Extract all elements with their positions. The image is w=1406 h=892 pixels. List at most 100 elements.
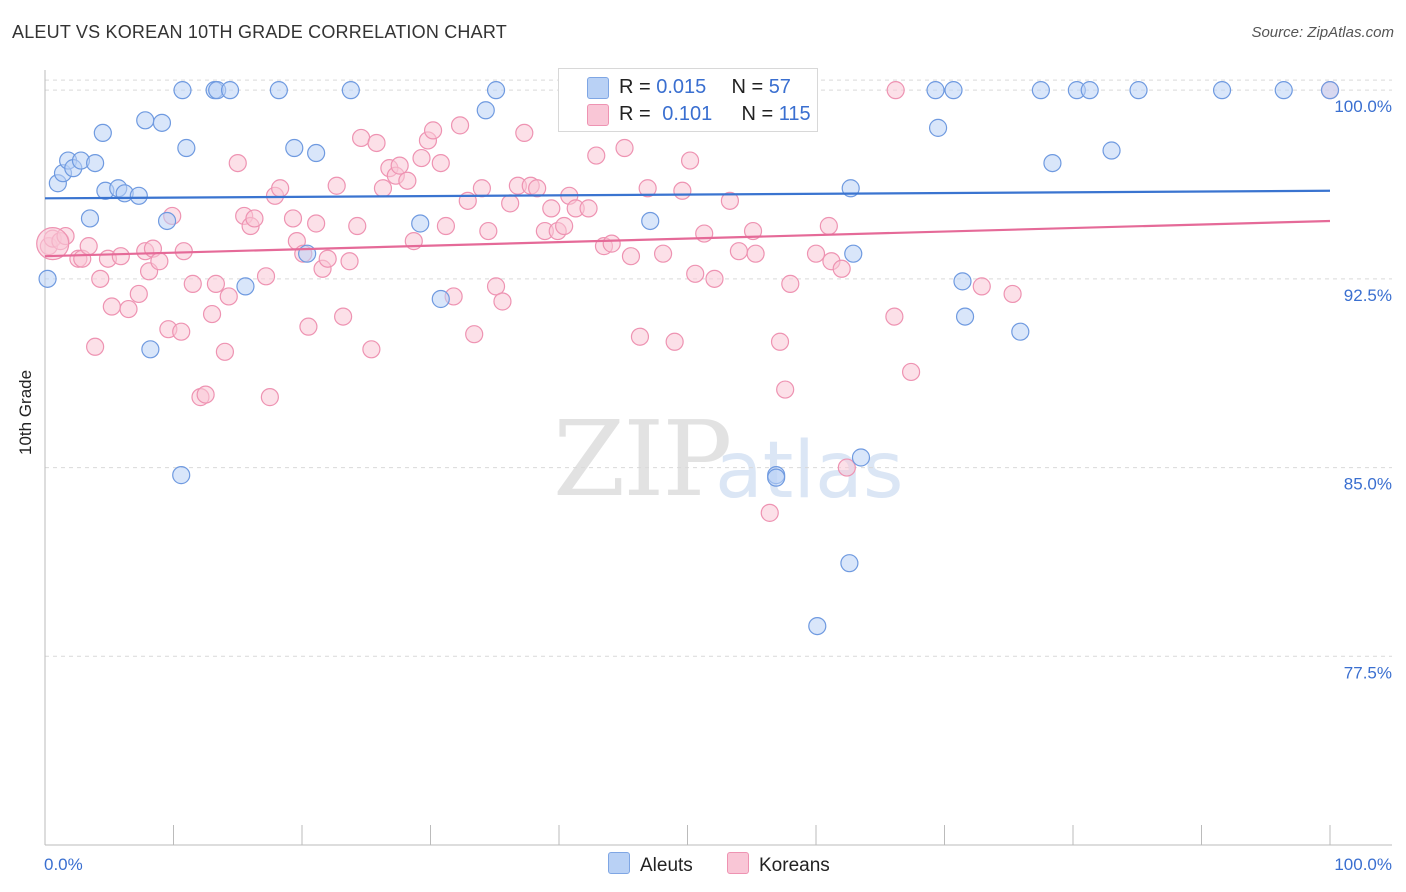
korean-point bbox=[819, 216, 838, 236]
korean-point bbox=[602, 234, 621, 253]
aleut-trend-line bbox=[44, 189, 1331, 200]
aleut-point bbox=[1031, 81, 1050, 100]
aleut-point bbox=[1011, 322, 1030, 341]
korean-point bbox=[1003, 284, 1022, 304]
korean-point bbox=[172, 322, 191, 341]
korean-point bbox=[390, 156, 409, 175]
aleut-point bbox=[173, 81, 192, 100]
korean-point bbox=[102, 297, 121, 316]
korean-point bbox=[436, 216, 456, 236]
korean-point bbox=[206, 274, 226, 293]
aleut-point bbox=[641, 211, 660, 231]
aleut-point bbox=[808, 616, 827, 636]
korean-point bbox=[885, 307, 904, 326]
korean-point bbox=[245, 209, 264, 228]
aleut-point bbox=[1274, 81, 1293, 100]
korean-point bbox=[542, 199, 561, 218]
korean-point bbox=[472, 179, 491, 198]
source-label: Source: ZipAtlas.com bbox=[1251, 24, 1394, 41]
legend-row-korean: R = 0.101 N = 115 bbox=[619, 103, 811, 126]
aleut-point bbox=[141, 340, 160, 359]
korean-point bbox=[720, 191, 740, 210]
korean-point bbox=[373, 179, 393, 198]
bottom-legend-swatch-aleuts bbox=[608, 852, 630, 874]
korean-point bbox=[673, 181, 692, 200]
aleut-point bbox=[93, 123, 112, 143]
watermark-zip: ZIP bbox=[553, 398, 732, 520]
aleut-point bbox=[476, 101, 495, 120]
korean-point bbox=[615, 138, 634, 158]
korean-point bbox=[630, 327, 650, 346]
y-tick-label: 77.5% bbox=[1344, 663, 1392, 682]
korean-point bbox=[837, 458, 856, 477]
korean-point bbox=[465, 325, 484, 344]
aleut-point bbox=[236, 277, 255, 296]
aleut-point bbox=[172, 466, 191, 485]
aleut-point bbox=[767, 468, 786, 487]
korean-point bbox=[501, 194, 520, 213]
aleut-point bbox=[928, 118, 948, 137]
aleut-point bbox=[285, 138, 304, 158]
x-tick-label-left: 0.0% bbox=[44, 855, 83, 874]
korean-point bbox=[479, 221, 498, 241]
aleut-point bbox=[341, 81, 360, 100]
bottom-legend-koreans: Koreans bbox=[727, 852, 830, 877]
korean-point bbox=[219, 287, 238, 306]
korean-point bbox=[348, 216, 367, 236]
aleut-point bbox=[926, 81, 945, 100]
korean-point bbox=[686, 264, 705, 283]
korean-point bbox=[260, 388, 279, 407]
aleut-point bbox=[269, 81, 288, 100]
korean-point bbox=[215, 342, 234, 361]
y-tick-label: 85.0% bbox=[1344, 475, 1392, 494]
trend-lines bbox=[44, 189, 1331, 258]
axes bbox=[44, 70, 1392, 846]
korean-point bbox=[450, 116, 470, 135]
aleut-point bbox=[38, 269, 57, 288]
legend-n-value: 57 bbox=[768, 76, 791, 98]
aleut-point bbox=[1043, 154, 1062, 173]
korean-trend-line bbox=[44, 219, 1331, 258]
legend-swatch-korean bbox=[587, 104, 609, 126]
korean-point bbox=[129, 284, 148, 304]
korean-point bbox=[111, 247, 130, 266]
legend-r-value: 0.101 bbox=[662, 103, 713, 125]
aleut-point bbox=[298, 244, 317, 263]
legend-swatch-aleut bbox=[587, 77, 609, 99]
korean-point bbox=[781, 274, 800, 293]
korean-point bbox=[493, 292, 512, 311]
korean-point bbox=[318, 249, 337, 268]
watermark-atlas: atlas bbox=[715, 426, 904, 516]
korean-point bbox=[299, 317, 318, 336]
korean-point bbox=[327, 176, 346, 195]
korean-points bbox=[36, 81, 1340, 522]
aleut-point bbox=[840, 554, 859, 573]
korean-point bbox=[431, 154, 450, 173]
aleut-point bbox=[1102, 141, 1121, 160]
korean-point bbox=[119, 299, 138, 319]
legend-r-label: R = bbox=[619, 76, 651, 98]
korean-point bbox=[91, 269, 110, 288]
korean-point bbox=[886, 81, 905, 100]
korean-point bbox=[680, 151, 700, 170]
korean-point bbox=[271, 179, 290, 198]
legend-r-label: R = bbox=[619, 103, 651, 125]
aleut-point bbox=[486, 81, 506, 100]
korean-point bbox=[665, 332, 684, 351]
korean-point bbox=[352, 128, 371, 148]
korean-point bbox=[770, 332, 790, 351]
korean-point bbox=[746, 244, 765, 263]
aleut-point bbox=[129, 186, 148, 205]
y-tick-label: 100.0% bbox=[1334, 97, 1392, 116]
bottom-legend-aleuts: Aleuts bbox=[608, 852, 693, 877]
korean-point bbox=[283, 209, 303, 228]
korean-point bbox=[196, 385, 215, 404]
legend-n-value: 115 bbox=[778, 103, 811, 125]
aleut-point bbox=[431, 289, 450, 309]
legend-r-value: 0.015 bbox=[656, 76, 707, 98]
legend-row-aleut: R = 0.015 N = 57 bbox=[619, 76, 791, 99]
aleut-point bbox=[953, 272, 972, 291]
korean-point bbox=[202, 304, 222, 324]
aleut-point bbox=[411, 214, 430, 233]
aleut-point bbox=[944, 81, 963, 100]
